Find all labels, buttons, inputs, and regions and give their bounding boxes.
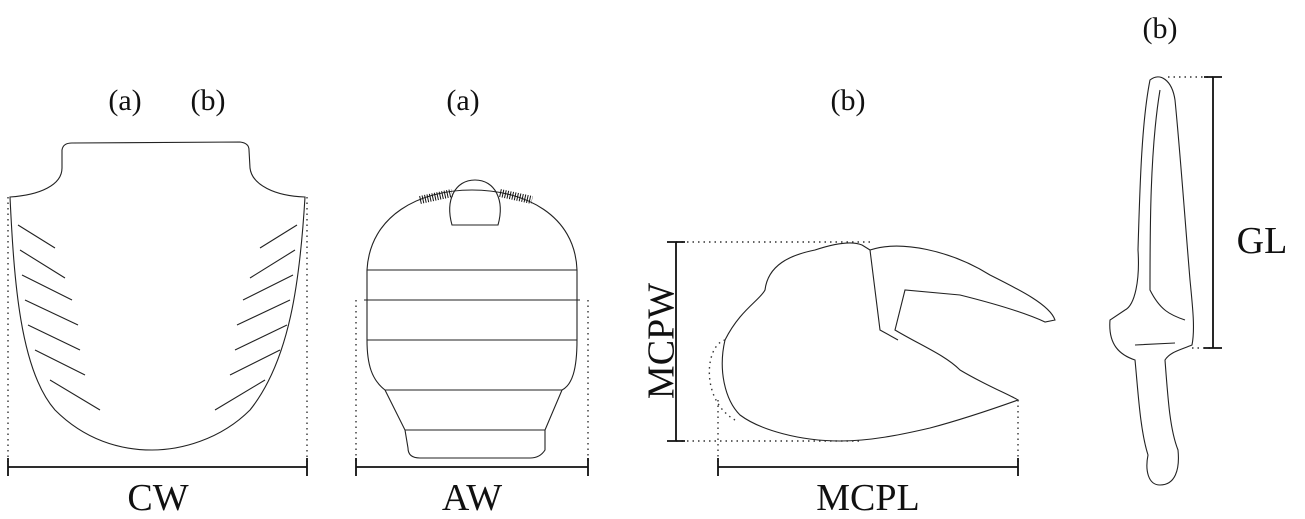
carapace-striae	[18, 225, 297, 410]
panel-label: (a)	[108, 84, 141, 117]
measure-label: CW	[127, 477, 188, 519]
panel-label: (b)	[191, 84, 226, 117]
hidden-outline	[709, 340, 735, 420]
figure: (a) (b) CW (a) AW (b) MCP	[0, 0, 1305, 519]
carapace-outline	[10, 142, 305, 450]
measure-bar	[1204, 77, 1222, 348]
abdomen-outline	[367, 190, 577, 458]
measure-label: AW	[442, 477, 502, 519]
carapace-panel: (a) (b) CW	[8, 84, 307, 519]
measure-bar	[8, 458, 307, 476]
gonopod-outline	[1110, 77, 1194, 485]
dactyl-joint	[870, 250, 898, 340]
measure-bar	[718, 458, 1018, 476]
panel-label: (a)	[446, 84, 479, 117]
measure-label: GL	[1237, 220, 1288, 262]
panel-label: (b)	[831, 84, 866, 117]
cheliped-outline	[722, 243, 1055, 441]
measure-bar	[356, 458, 588, 476]
setae	[420, 193, 532, 200]
gonopod-panel: (b) GL	[1110, 12, 1288, 485]
abdomen-panel: (a) AW	[356, 84, 588, 519]
cheliped-panel: (b) MCPW MCPL	[641, 84, 1055, 519]
measure-label: MCPW	[641, 283, 683, 399]
abdomen-segments	[364, 270, 580, 430]
panel-label: (b)	[1143, 12, 1178, 45]
measure-label: MCPL	[816, 477, 919, 519]
telson	[450, 180, 500, 225]
